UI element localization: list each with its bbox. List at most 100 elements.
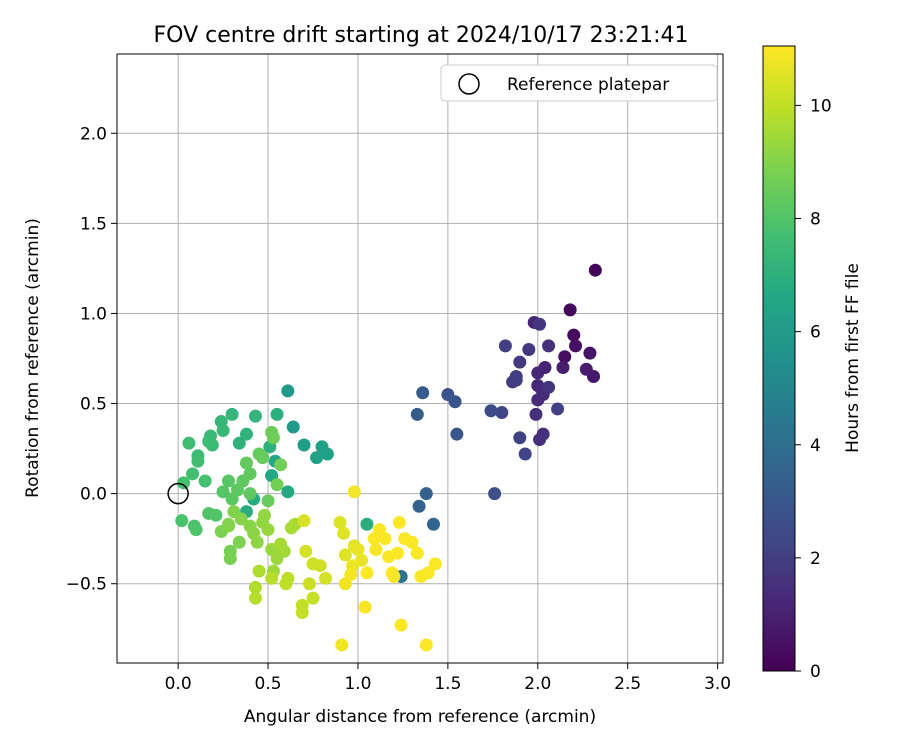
scatter-point: [579, 362, 593, 376]
colorbar-tick-label: 4: [810, 436, 821, 456]
scatter-point: [450, 427, 464, 441]
x-axis-ticks: 0.0 0.5 1.0 1.5 2.0 2.5 3.0: [165, 663, 731, 694]
x-tick-label: 1.5: [434, 674, 461, 694]
reference-point: [167, 482, 189, 505]
colorbar-tick-label: 6: [810, 323, 821, 343]
scatter-point: [297, 438, 311, 452]
scatter-point: [387, 570, 401, 584]
scatter-point: [344, 568, 358, 582]
scatter-point: [234, 512, 248, 526]
scatter-point: [182, 436, 196, 450]
plot-area: 0.0 0.5 1.0 1.5 2.0 2.5 3.0 −0.5 0.0 0.5 1.0 1.5 2.…: [66, 53, 731, 694]
scatter-point: [542, 339, 556, 353]
scatter-point: [281, 485, 295, 499]
scatter-point: [509, 370, 523, 384]
colorbar-tick-label: 0: [810, 662, 821, 682]
scatter-point: [266, 431, 280, 445]
y-tick-label: 1.5: [80, 214, 107, 234]
scatter-point: [243, 467, 257, 481]
x-tick-label: 0.5: [255, 674, 282, 694]
scatter-point: [248, 409, 262, 423]
plot-frame: [116, 53, 724, 664]
scatter-point: [333, 515, 347, 529]
scatter-point: [313, 559, 327, 573]
scatter-point: [394, 618, 408, 632]
scatter-point: [347, 485, 361, 499]
scatter-point: [265, 571, 279, 585]
scatter-point: [239, 456, 253, 470]
scatter-point: [257, 508, 271, 522]
scatter-point: [295, 606, 309, 620]
scatter-points: [175, 263, 602, 652]
scatter-point: [209, 508, 223, 522]
scatter-point: [531, 366, 545, 380]
scatter-point: [498, 339, 512, 353]
scatter-point: [484, 404, 498, 418]
legend-box: [440, 64, 718, 102]
scatter-point: [513, 431, 527, 445]
scatter-point: [302, 577, 316, 591]
x-tick-label: 0.0: [165, 674, 192, 694]
scatter-point: [337, 526, 351, 540]
scatter-point: [536, 427, 550, 441]
scatter-point: [421, 566, 435, 580]
scatter-point: [569, 339, 583, 353]
scatter-point: [551, 402, 565, 416]
y-tick-label: 2.0: [80, 124, 107, 144]
scatter-point: [286, 420, 300, 434]
scatter-point: [274, 537, 288, 551]
scatter-point: [274, 458, 288, 472]
scatter-point: [252, 564, 266, 578]
plot-background: [117, 54, 723, 663]
scatter-point: [221, 519, 235, 533]
scatter-point: [488, 487, 502, 501]
scatter-point: [529, 407, 543, 421]
y-tick-label: 0.5: [80, 395, 107, 415]
scatter-point: [306, 591, 320, 605]
scatter-point: [248, 591, 262, 605]
colorbar-label: Hours from first FF file: [843, 263, 863, 453]
x-tick-label: 3.0: [704, 674, 731, 694]
scatter-point: [232, 535, 246, 549]
scatter-point: [412, 499, 426, 513]
scatter-point: [270, 478, 284, 492]
scatter-point: [243, 487, 257, 501]
scatter-point: [216, 485, 230, 499]
x-tick-label: 2.0: [524, 674, 551, 694]
scatter-point: [279, 577, 293, 591]
chart-title: FOV centre drift starting at 2024/10/17 …: [154, 23, 689, 48]
y-tick-label: 0.0: [80, 485, 107, 505]
scatter-point: [369, 542, 383, 556]
scatter-point: [448, 395, 462, 409]
scatter-point: [186, 467, 200, 481]
scatter-point: [391, 546, 405, 560]
colorbar-ticks: 0 2 4 6 8 10: [795, 96, 832, 682]
scatter-point: [351, 542, 365, 556]
x-tick-label: 2.5: [614, 674, 641, 694]
y-axis-ticks: −0.5 0.0 0.5 1.0 1.5 2.0: [66, 124, 117, 595]
scatter-point: [588, 263, 602, 277]
scatter-point: [175, 514, 189, 528]
scatter-point: [310, 451, 324, 465]
scatter-point: [533, 317, 547, 331]
scatter-point: [392, 515, 406, 529]
y-axis-label: Rotation from reference (arcmin): [23, 218, 43, 498]
scatter-point: [416, 386, 430, 400]
scatter-point: [248, 580, 262, 594]
scatter-point: [495, 406, 509, 420]
scatter-point: [319, 571, 333, 585]
scatter-point: [281, 384, 295, 398]
scatter-point: [177, 476, 191, 490]
colorbar: 0 2 4 6 8 10 Hours from first FF file: [762, 45, 863, 682]
scatter-point: [191, 454, 205, 468]
scatter-point: [378, 532, 392, 546]
scatter-point: [198, 474, 212, 488]
y-tick-label: −0.5: [66, 575, 107, 595]
scatter-point: [338, 548, 352, 562]
scatter-point: [419, 638, 433, 652]
legend: Reference platepar: [440, 64, 718, 102]
colorbar-tick-label: 2: [810, 549, 821, 569]
scatter-point: [542, 380, 556, 394]
scatter-point: [261, 523, 275, 537]
